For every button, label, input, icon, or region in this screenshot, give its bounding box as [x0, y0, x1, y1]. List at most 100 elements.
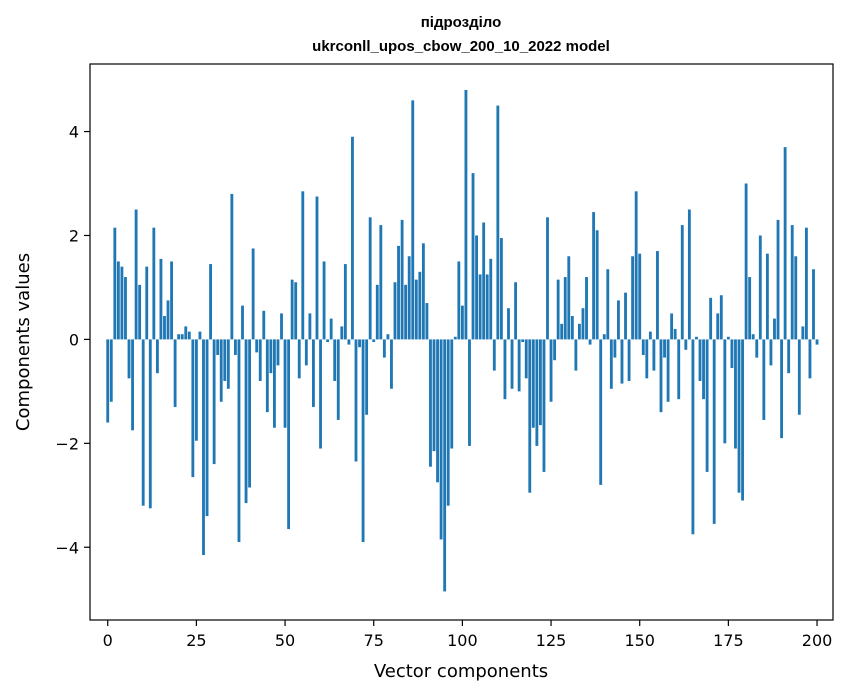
- bar-20: [177, 334, 181, 340]
- bar-165: [691, 339, 695, 535]
- bar-6: [127, 339, 131, 379]
- bar-3: [116, 261, 120, 340]
- bar-60: [319, 339, 322, 449]
- bar-99: [457, 261, 461, 340]
- bar-116: [517, 339, 521, 392]
- plot-frame: [89, 63, 834, 621]
- bar-162: [680, 225, 684, 340]
- bar-57: [308, 313, 312, 340]
- bar-178: [737, 339, 741, 493]
- bar-27: [202, 339, 205, 556]
- bar-124: [546, 217, 549, 340]
- bar-48: [276, 339, 280, 366]
- bar-33: [223, 339, 227, 381]
- bar-193: [790, 225, 794, 340]
- bar-159: [670, 313, 674, 340]
- bar-146: [624, 292, 627, 340]
- bar-65: [336, 339, 340, 420]
- bar-170: [709, 297, 713, 340]
- bar-76: [375, 284, 379, 340]
- y-tick-label: −2: [55, 434, 79, 453]
- bar-81: [393, 282, 397, 340]
- bar-106: [482, 222, 486, 340]
- bar-172: [716, 313, 720, 340]
- bar-67: [343, 264, 347, 340]
- bar-110: [496, 105, 500, 340]
- bar-70: [354, 339, 358, 462]
- bar-184: [758, 235, 762, 340]
- bar-145: [620, 339, 624, 384]
- bar-84: [404, 284, 408, 340]
- bar-129: [563, 277, 567, 340]
- bar-154: [652, 339, 656, 371]
- bar-79: [386, 334, 390, 340]
- bar-0: [106, 339, 110, 423]
- y-tick-label: 2: [69, 226, 79, 245]
- bar-188: [773, 318, 776, 340]
- bar-114: [510, 339, 514, 389]
- chart-title: підрозділо: [421, 14, 502, 31]
- bar-50: [283, 339, 287, 428]
- bar-191: [783, 147, 787, 340]
- x-tick-label: 150: [624, 631, 655, 650]
- bar-171: [712, 339, 716, 524]
- bar-149: [634, 191, 638, 340]
- bar-147: [627, 339, 631, 381]
- x-tick-label: 175: [713, 631, 744, 650]
- bar-58: [312, 339, 315, 407]
- bar-44: [262, 310, 266, 340]
- bar-1: [109, 339, 113, 402]
- bar-82: [397, 245, 400, 340]
- bar-173: [719, 295, 723, 340]
- y-tick-label: −4: [55, 538, 79, 557]
- bar-39: [244, 339, 248, 504]
- bar-26: [198, 331, 202, 340]
- bar-179: [741, 339, 744, 501]
- bar-111: [499, 238, 503, 340]
- bar-134: [581, 308, 585, 340]
- bar-183: [755, 339, 759, 358]
- bar-128: [560, 323, 564, 340]
- bar-17: [166, 300, 170, 340]
- bar-2: [113, 227, 117, 340]
- bar-150: [638, 253, 642, 340]
- bar-29: [209, 264, 212, 340]
- bar-103: [471, 173, 475, 340]
- bar-98: [453, 336, 457, 340]
- bar-49: [280, 313, 283, 340]
- bar-21: [180, 334, 184, 340]
- bar-140: [602, 334, 606, 340]
- bar-180: [744, 183, 748, 340]
- bar-130: [567, 256, 571, 340]
- bar-52: [290, 279, 294, 340]
- bar-56: [304, 339, 308, 366]
- bar-4: [120, 266, 124, 340]
- bar-176: [730, 339, 734, 368]
- bar-122: [538, 339, 542, 426]
- bar-32: [219, 339, 223, 402]
- bar-137: [592, 212, 596, 340]
- bar-107: [485, 274, 489, 340]
- bar-157: [663, 339, 666, 358]
- bar-25: [194, 339, 198, 441]
- bar-80: [390, 339, 393, 389]
- bar-166: [695, 336, 698, 340]
- bar-153: [648, 331, 652, 340]
- bar-182: [751, 334, 755, 340]
- bar-189: [776, 219, 780, 340]
- bar-133: [578, 323, 581, 340]
- bar-8: [134, 209, 138, 340]
- plot-area: [106, 89, 819, 592]
- bar-141: [606, 269, 610, 340]
- y-axis: −4 −2 0 2 4: [55, 123, 90, 557]
- x-tick-label: 0: [103, 631, 113, 650]
- bar-138: [595, 230, 599, 340]
- bar-194: [794, 256, 798, 340]
- bar-160: [673, 329, 677, 340]
- bar-14: [155, 339, 159, 374]
- y-tick-label: 4: [69, 123, 79, 142]
- bar-93: [436, 339, 439, 483]
- bar-91: [429, 339, 432, 467]
- bar-89: [421, 243, 425, 340]
